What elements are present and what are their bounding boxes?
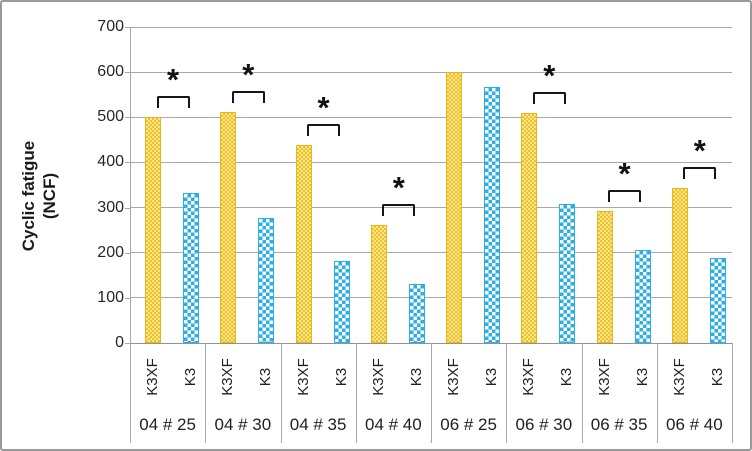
bar-k3xf-group8 <box>671 188 688 343</box>
y-tick-mark-100 <box>125 297 130 299</box>
bar-label-k3-group3: K3 <box>332 367 350 387</box>
bar-label-k3xf-group6: K3XF <box>520 358 538 396</box>
gridline-300 <box>130 207 732 209</box>
bar-k3-group5 <box>484 86 500 343</box>
bar-label-k3xf-group4: K3XF <box>369 358 387 396</box>
category-label-group5: 06 # 25 <box>440 415 497 434</box>
y-tick-label-0: 0 <box>115 334 124 351</box>
bar-k3xf-group2 <box>220 111 237 343</box>
bar-k3-group1 <box>183 192 199 343</box>
x-axis-separator-7 <box>656 343 658 443</box>
bar-label-k3xf-group1: K3XF <box>144 358 161 396</box>
bar-k3-group8 <box>709 257 726 343</box>
significance-bracket-group7 <box>608 190 641 203</box>
x-axis-separator-6 <box>581 343 583 443</box>
gridline-700 <box>130 26 732 28</box>
bar-label-k3xf-group5: K3XF <box>445 358 462 396</box>
bar-k3-group2 <box>258 218 275 343</box>
gridline-200 <box>130 252 732 254</box>
significance-bracket-group3 <box>307 123 340 136</box>
bar-label-k3xf-group3: K3XF <box>294 358 312 396</box>
bar-k3xf-group1 <box>145 117 161 343</box>
bar-label-k3-group8: K3 <box>708 367 726 387</box>
category-label-group2: 04 # 30 <box>214 415 272 434</box>
bar-label-k3-group6: K3 <box>558 367 576 387</box>
category-label-group7: 06 # 35 <box>590 415 648 434</box>
x-axis-separator-2 <box>280 343 282 443</box>
gridline-100 <box>130 297 732 299</box>
y-tick-label-100: 100 <box>97 288 124 306</box>
gridline-500 <box>130 116 732 118</box>
category-label-group1: 04 # 25 <box>139 415 196 434</box>
bar-label-k3-group2: K3 <box>257 367 275 387</box>
y-tick-mark-0 <box>125 343 130 344</box>
significance-bracket-group8 <box>683 167 717 180</box>
y-axis-title: Cyclic fatigue (NCF) <box>18 96 62 296</box>
bar-k3xf-group5 <box>446 71 462 343</box>
y-tick-label-500: 500 <box>97 108 124 126</box>
x-axis-separator-5 <box>506 343 508 443</box>
category-label-group6: 06 # 30 <box>515 415 573 434</box>
bar-label-k3xf-group7: K3XF <box>595 358 613 396</box>
bar-label-k3xf-group8: K3XF <box>670 358 688 396</box>
significance-bracket-group2 <box>231 90 265 103</box>
y-tick-label-300: 300 <box>97 198 124 216</box>
bar-label-k3-group4: K3 <box>407 367 425 387</box>
category-label-group4: 04 # 40 <box>365 415 422 434</box>
y-tick-mark-200 <box>125 252 130 254</box>
y-tick-label-200: 200 <box>97 243 124 261</box>
bar-label-k3-group7: K3 <box>633 367 651 387</box>
y-axis-line <box>130 27 131 343</box>
x-axis-separator-4 <box>431 343 432 443</box>
y-tick-mark-700 <box>125 27 130 28</box>
category-label-group3: 04 # 35 <box>289 415 347 434</box>
y-tick-label-700: 700 <box>97 18 124 35</box>
bar-k3-group4 <box>408 283 425 343</box>
gridline-400 <box>130 161 732 163</box>
significance-bracket-group1 <box>156 96 190 109</box>
y-tick-label-400: 400 <box>97 153 124 171</box>
significance-bracket-group4 <box>382 204 416 217</box>
significance-asterisk-group7: * <box>618 156 631 192</box>
significance-asterisk-group6: * <box>543 57 556 93</box>
x-axis-separator-8 <box>732 343 733 443</box>
bar-k3xf-group6 <box>521 112 538 343</box>
bar-label-k3xf-group2: K3XF <box>219 358 237 396</box>
bar-label-k3-group1: K3 <box>182 367 199 387</box>
significance-asterisk-group2: * <box>242 56 255 92</box>
y-axis-title-line1: Cyclic fatigue <box>19 140 38 252</box>
y-tick-mark-600 <box>125 72 130 74</box>
y-tick-mark-500 <box>125 117 130 119</box>
bar-label-k3-group5: K3 <box>483 367 500 387</box>
x-axis-separator-3 <box>355 343 357 443</box>
x-axis-separator-1 <box>205 343 207 443</box>
x-axis-separator-0 <box>130 343 131 443</box>
gridline-600 <box>130 71 732 73</box>
significance-bracket-group6 <box>532 91 566 104</box>
bar-k3-group3 <box>333 260 350 343</box>
bar-k3xf-group7 <box>596 211 613 343</box>
bar-k3xf-group4 <box>370 225 387 343</box>
y-tick-label-600: 600 <box>97 63 124 81</box>
plot-area: * * * * * * * <box>130 26 732 344</box>
significance-asterisk-group4: * <box>392 170 405 206</box>
bar-k3xf-group3 <box>295 144 312 343</box>
bar-k3-group6 <box>559 204 576 343</box>
bar-k3-group7 <box>634 250 651 343</box>
category-label-group8: 06 # 40 <box>666 415 723 434</box>
y-tick-mark-300 <box>125 207 130 209</box>
significance-asterisk-group3: * <box>317 89 330 125</box>
y-tick-mark-400 <box>125 162 130 164</box>
significance-asterisk-group1: * <box>166 62 180 98</box>
y-axis-title-line2: (NCF) <box>40 172 59 220</box>
significance-asterisk-group8: * <box>693 133 706 169</box>
